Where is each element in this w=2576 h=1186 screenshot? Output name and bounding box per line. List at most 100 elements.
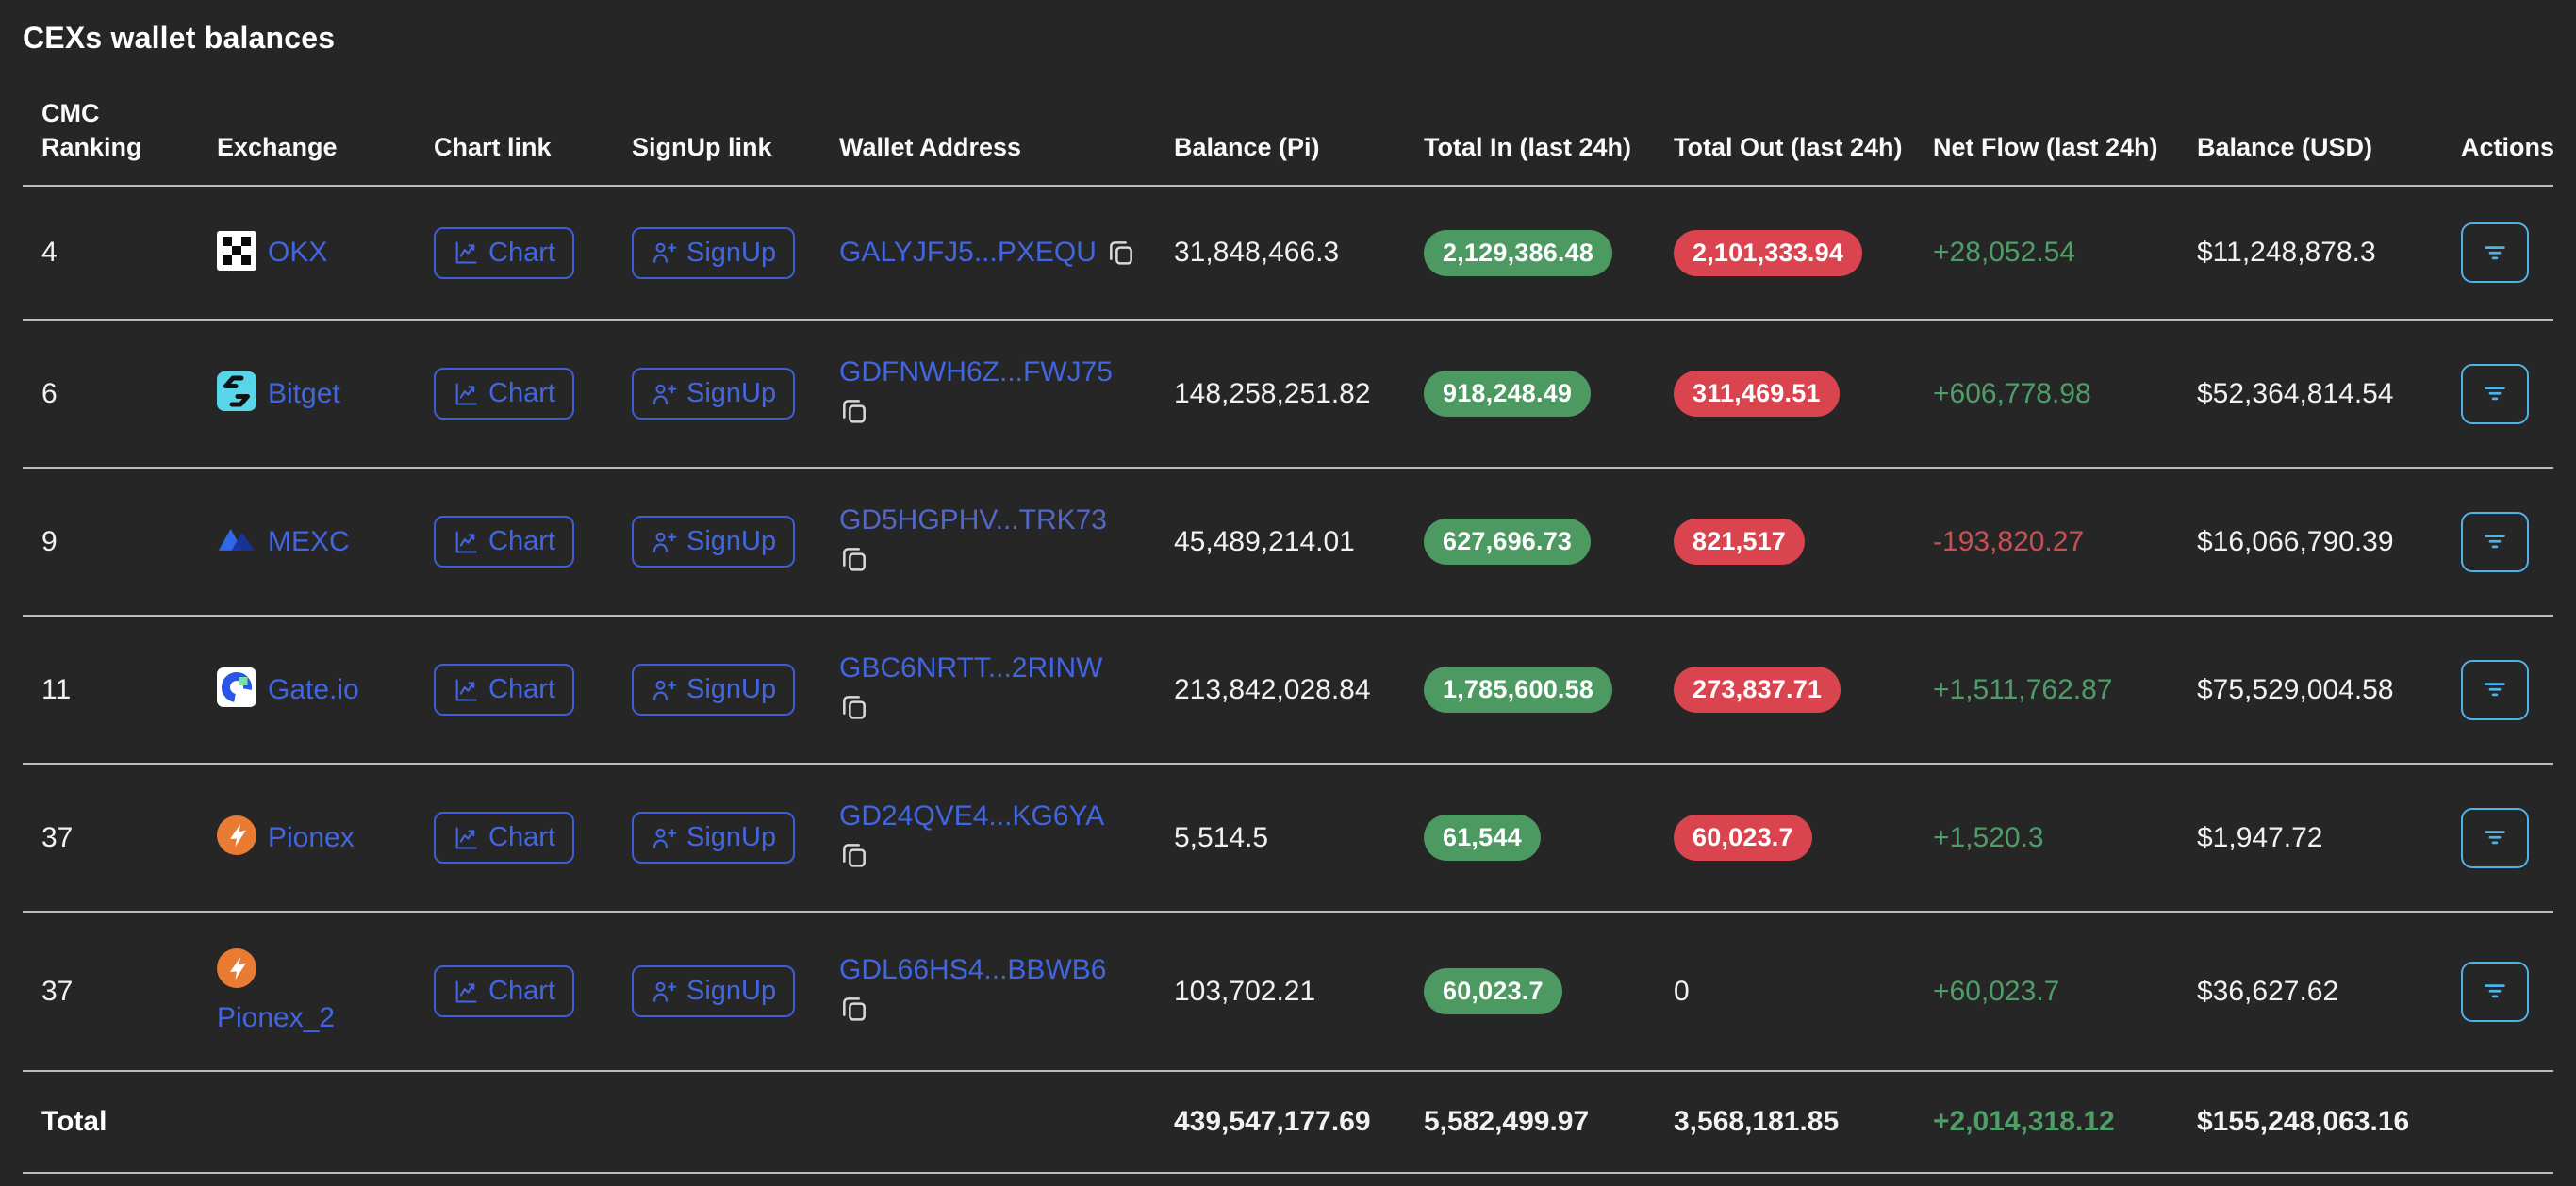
signup-button[interactable]: SignUp — [632, 368, 796, 420]
copy-address-icon[interactable] — [839, 692, 869, 722]
chart-button[interactable]: Chart — [434, 965, 574, 1018]
balance-pi-cell: 5,514.5 — [1155, 822, 1405, 854]
exchange-logo — [217, 815, 256, 860]
column-header-balance_usd: Balance (USD) — [2197, 132, 2373, 161]
table-body: 4 OKX Chart — [23, 187, 2553, 1073]
balance-pi-value: 148,258,251.82 — [1174, 377, 1371, 409]
copy-address-icon[interactable] — [839, 840, 869, 870]
exchange-logo — [217, 371, 256, 416]
table-row: 4 OKX Chart — [23, 187, 2553, 321]
chart-link-cell: Chart — [415, 226, 613, 279]
wallet-address-link[interactable]: GD5HGPHV...TRK73 — [839, 504, 1107, 536]
table-header-row: CMC Ranking Exchange Chart link SignUp link… — [23, 97, 2555, 188]
signup-button[interactable]: SignUp — [632, 812, 796, 865]
filter-icon — [2481, 526, 2509, 557]
cmc-ranking-value: 37 — [41, 975, 74, 1007]
total-out-badge: 821,517 — [1674, 519, 1805, 566]
total-row: Total 439,547,177.69 5,582,499.97 3,568,… — [23, 1072, 2553, 1175]
chart-button-label: Chart — [488, 822, 555, 853]
signup-button[interactable]: SignUp — [632, 226, 796, 279]
chart-button[interactable]: Chart — [434, 368, 574, 420]
row-actions-button[interactable] — [2461, 222, 2529, 284]
total-balance-usd-cell: $155,248,063.16 — [2178, 1106, 2442, 1138]
signup-button-label: SignUp — [686, 378, 777, 409]
total-balance-pi-cell: 439,547,177.69 — [1155, 1106, 1405, 1138]
wallet-address-link[interactable]: GDFNWH6Z...FWJ75 — [839, 356, 1113, 388]
balance-pi-cell: 45,489,214.01 — [1155, 526, 1405, 558]
total-in-badge: 60,023.7 — [1424, 968, 1562, 1015]
total-balance-usd-value: $155,248,063.16 — [2197, 1106, 2410, 1138]
total-out-cell: 0 — [1655, 976, 1914, 1008]
signup-button[interactable]: SignUp — [632, 516, 796, 568]
exchange-logo — [217, 667, 256, 712]
exchange-link[interactable]: Pionex_2 — [217, 1002, 336, 1034]
wallet-address-link[interactable]: GBC6NRTT...2RINW — [839, 652, 1103, 684]
exchange-cell: Gate.io — [198, 667, 415, 712]
row-actions-button[interactable] — [2461, 807, 2529, 868]
total-out-cell: 273,837.71 — [1655, 667, 1914, 714]
exchange-cell: OKX — [198, 230, 415, 275]
balance-pi-value: 31,848,466.3 — [1174, 237, 1340, 269]
exchange-link[interactable]: Gate.io — [268, 673, 359, 705]
chart-button-label: Chart — [488, 378, 555, 409]
net-flow-value: -193,820.27 — [1933, 525, 2085, 557]
exchange-link[interactable]: OKX — [268, 237, 328, 269]
okx-logo-icon — [217, 230, 256, 271]
table-row: 11 Gate.io Chart — [23, 617, 2553, 766]
total-in-cell: 627,696.73 — [1405, 519, 1655, 566]
total-out-sum-value: 3,568,181.85 — [1674, 1106, 1840, 1138]
total-in-cell: 2,129,386.48 — [1405, 229, 1655, 276]
line-chart-icon — [453, 677, 479, 703]
user-plus-icon — [651, 381, 677, 407]
table-row: 9 MEXC Chart — [23, 469, 2553, 618]
user-plus-icon — [651, 529, 677, 555]
row-actions-button[interactable] — [2461, 363, 2529, 424]
line-chart-icon — [453, 529, 479, 555]
total-in-badge: 2,129,386.48 — [1424, 229, 1613, 276]
chart-button[interactable]: Chart — [434, 516, 574, 568]
net-flow-cell: -193,820.27 — [1914, 526, 2178, 558]
exchange-link[interactable]: Bitget — [268, 377, 340, 409]
column-header-ranking: CMC Ranking — [41, 99, 142, 161]
copy-address-icon[interactable] — [839, 994, 869, 1024]
wallet-address-link[interactable]: GDL66HS4...BBWB6 — [839, 954, 1107, 986]
chart-button[interactable]: Chart — [434, 226, 574, 279]
copy-address-icon[interactable] — [839, 544, 869, 574]
balance-pi-value: 103,702.21 — [1174, 975, 1316, 1007]
row-actions-button[interactable] — [2461, 511, 2529, 572]
chart-button[interactable]: Chart — [434, 812, 574, 865]
actions-cell — [2442, 807, 2553, 868]
exchange-link[interactable]: Pionex — [268, 821, 355, 853]
actions-cell — [2442, 511, 2553, 572]
signup-button[interactable]: SignUp — [632, 664, 796, 717]
total-net-flow: +2,014,318.12 — [1933, 1106, 2115, 1138]
total-out-badge: 2,101,333.94 — [1674, 229, 1863, 276]
chart-button[interactable]: Chart — [434, 664, 574, 717]
wallet-address-link[interactable]: GALYJFJ5...PXEQU — [839, 237, 1097, 269]
signup-button[interactable]: SignUp — [632, 965, 796, 1018]
total-in-badge: 627,696.73 — [1424, 519, 1592, 566]
signup-link-cell: SignUp — [613, 965, 820, 1018]
copy-address-icon[interactable] — [1106, 238, 1136, 268]
filter-icon — [2481, 674, 2509, 705]
user-plus-icon — [651, 825, 677, 851]
gateio-logo-icon — [217, 667, 256, 708]
copy-address-icon[interactable] — [839, 396, 869, 426]
total-out-cell: 311,469.51 — [1655, 371, 1914, 418]
balance-pi-cell: 103,702.21 — [1155, 976, 1405, 1008]
column-header-exchange: Exchange — [217, 132, 338, 161]
balance-usd-cell: $1,947.72 — [2178, 822, 2442, 854]
row-actions-button[interactable] — [2461, 659, 2529, 720]
wallet-address-link[interactable]: GD24QVE4...KG6YA — [839, 800, 1105, 832]
total-in-sum-value: 5,582,499.97 — [1424, 1106, 1590, 1138]
column-header-actions: Actions — [2461, 132, 2555, 161]
chart-link-cell: Chart — [415, 516, 613, 568]
filter-icon — [2481, 238, 2509, 269]
balance-usd-value: $16,066,790.39 — [2197, 525, 2394, 557]
net-flow-value: +1,520.3 — [1933, 821, 2044, 853]
row-actions-button[interactable] — [2461, 961, 2529, 1022]
wallet-address-cell: GDL66HS4...BBWB6 — [820, 954, 1155, 1029]
total-out-cell: 60,023.7 — [1655, 815, 1914, 862]
exchange-link[interactable]: MEXC — [268, 525, 350, 557]
total-out-cell: 821,517 — [1655, 519, 1914, 566]
